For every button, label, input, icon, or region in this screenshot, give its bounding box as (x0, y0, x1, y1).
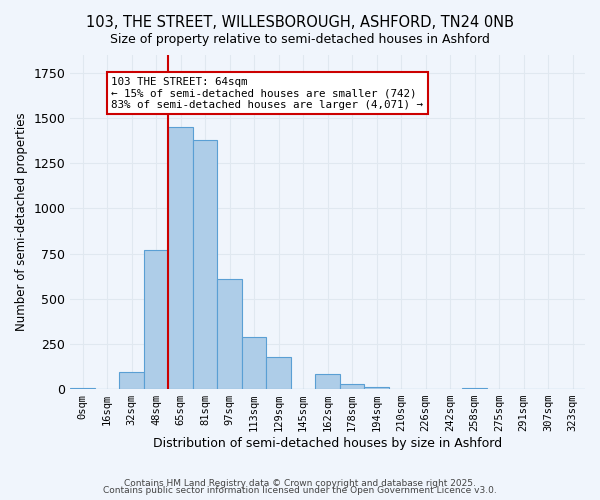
Text: Contains HM Land Registry data © Crown copyright and database right 2025.: Contains HM Land Registry data © Crown c… (124, 478, 476, 488)
Text: Size of property relative to semi-detached houses in Ashford: Size of property relative to semi-detach… (110, 32, 490, 46)
X-axis label: Distribution of semi-detached houses by size in Ashford: Distribution of semi-detached houses by … (153, 437, 502, 450)
Bar (144, 250, 169, 389)
Bar (242, 336, 266, 389)
Bar (340, 384, 364, 389)
Bar (119, 372, 144, 389)
Text: 103, THE STREET, WILLESBOROUGH, ASHFORD, TN24 0NB: 103, THE STREET, WILLESBOROUGH, ASHFORD,… (86, 15, 514, 30)
Bar (364, 387, 389, 389)
Bar (217, 279, 242, 389)
Bar (266, 358, 291, 389)
Bar (193, 140, 217, 389)
Bar (169, 127, 193, 389)
Bar (70, 388, 95, 389)
Y-axis label: Number of semi-detached properties: Number of semi-detached properties (15, 112, 28, 332)
Text: Contains public sector information licensed under the Open Government Licence v3: Contains public sector information licen… (103, 486, 497, 495)
Bar (316, 374, 340, 389)
Text: 103 THE STREET: 64sqm
← 15% of semi-detached houses are smaller (742)
83% of sem: 103 THE STREET: 64sqm ← 15% of semi-deta… (112, 76, 424, 110)
Bar (463, 388, 487, 389)
